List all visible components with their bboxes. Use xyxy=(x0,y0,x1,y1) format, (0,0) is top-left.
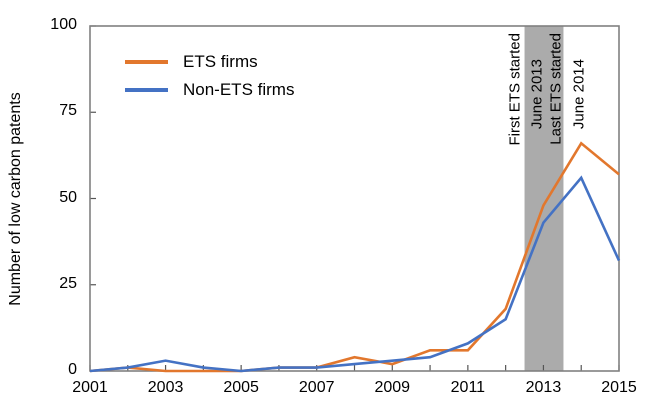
legend-item-non-ets-firms: Non-ETS firms xyxy=(125,76,294,104)
y-tick-label: 50 xyxy=(59,188,77,206)
x-tick-label: 2011 xyxy=(450,379,486,396)
ets-period-band xyxy=(524,26,564,371)
y-tick-label: 75 xyxy=(59,102,77,120)
y-tick-label: 25 xyxy=(59,274,77,292)
y-axis-title: Number of low carbon patents xyxy=(7,92,24,306)
legend-item-ets-firms: ETS firms xyxy=(125,48,294,76)
band-annotation-label: First ETS started xyxy=(507,33,524,146)
x-tick-label: 2009 xyxy=(374,379,411,396)
legend-swatch-ets-firms xyxy=(125,60,168,64)
y-tick-label: 100 xyxy=(50,16,77,33)
legend: ETS firms Non-ETS firms xyxy=(125,48,294,104)
legend-label-ets-firms: ETS firms xyxy=(183,52,258,71)
x-tick-label: 2005 xyxy=(223,379,259,396)
x-tick-label: 2001 xyxy=(72,379,108,396)
legend-swatch-non-ets-firms xyxy=(125,88,168,92)
series-line-non-ets-firms xyxy=(89,175,621,373)
legend-label-non-ets-firms: Non-ETS firms xyxy=(183,80,295,99)
plot-border xyxy=(89,25,620,372)
y-tick-label: 0 xyxy=(68,361,77,378)
x-tick-label: 2015 xyxy=(601,379,637,396)
x-tick-label: 2007 xyxy=(298,379,335,396)
band-annotation-label: Last ETS started xyxy=(547,33,564,145)
series-line-ets-firms xyxy=(89,141,620,373)
band-annotation-label: June 2014 xyxy=(570,59,587,129)
x-tick-label: 2013 xyxy=(525,379,562,396)
band-annotation-label: June 2013 xyxy=(529,59,546,129)
x-tick-label: 2003 xyxy=(147,379,184,396)
